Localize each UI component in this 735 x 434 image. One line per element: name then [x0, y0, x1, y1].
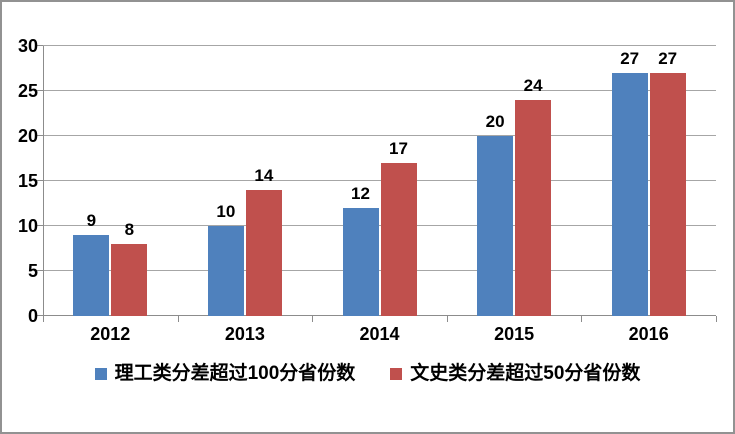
bar-value-label: 14 — [254, 166, 274, 185]
legend-label: 理工类分差超过100分省份数 — [114, 363, 356, 384]
x-axis-tick — [446, 316, 448, 322]
legend-marker-icon — [94, 368, 107, 380]
chart-legend: 理工类分差超过100分省份数 文史类分差超过50分省份数 — [2, 362, 733, 386]
x-axis-tick — [177, 316, 179, 322]
x-axis-tick — [581, 316, 583, 322]
y-axis-tick — [36, 180, 43, 181]
bar-red-2012 — [111, 244, 148, 316]
y-axis-tick-label: 10 — [17, 216, 38, 236]
bar-value-label: 27 — [620, 49, 640, 68]
x-axis-tick — [312, 316, 314, 322]
gridline — [43, 135, 716, 136]
bar-blue-2016 — [611, 73, 648, 316]
bar-value-label: 8 — [124, 220, 135, 239]
bar-value-label: 17 — [389, 139, 408, 158]
gridline — [43, 90, 716, 91]
gridline — [43, 225, 716, 226]
y-axis-tick-label: 5 — [27, 261, 38, 281]
bar-red-2015 — [515, 100, 552, 316]
y-axis-tick-label: 20 — [17, 126, 38, 146]
bar-blue-2015 — [477, 136, 514, 316]
legend-item-red-series: 文史类分差超过50分省份数 — [390, 362, 640, 386]
gridline — [43, 270, 716, 271]
bar-red-2013 — [245, 190, 282, 316]
x-axis-category-label: 2013 — [224, 324, 265, 344]
bar-value-label: 10 — [216, 202, 236, 221]
y-axis-line — [43, 46, 44, 322]
bar-value-label: 9 — [86, 211, 97, 230]
x-axis-line — [43, 315, 716, 316]
bar-red-2014 — [380, 163, 417, 316]
y-axis-tick — [36, 270, 43, 271]
x-axis-tick — [43, 316, 44, 322]
bar-value-label: 20 — [485, 112, 505, 131]
gridline — [43, 180, 716, 181]
x-axis-category-label: 2014 — [359, 324, 400, 344]
bar-blue-2013 — [207, 226, 244, 316]
y-axis-tick-label: 25 — [17, 81, 38, 101]
y-axis-tick — [36, 315, 43, 316]
x-axis-tick — [716, 316, 717, 322]
legend-item-blue-series: 理工类分差超过100分省份数 — [94, 362, 356, 386]
bar-value-label: 12 — [351, 184, 370, 203]
y-axis-tick — [36, 135, 43, 136]
x-axis-category-label: 2012 — [90, 324, 131, 344]
x-axis-category-label: 2015 — [494, 324, 535, 344]
x-axis-category-label: 2016 — [628, 324, 669, 344]
y-axis-tick-label: 0 — [27, 306, 38, 326]
y-axis-tick — [36, 45, 43, 46]
bar-red-2016 — [649, 73, 686, 316]
legend-marker-icon — [390, 368, 403, 380]
gridline — [43, 45, 716, 46]
y-axis-tick — [36, 90, 43, 91]
bar-value-label: 24 — [523, 76, 543, 95]
bar-blue-2012 — [73, 235, 110, 316]
legend-label: 文史类分差超过50分省份数 — [410, 363, 641, 384]
bar-value-label: 27 — [658, 49, 678, 68]
y-axis-tick-label: 15 — [17, 171, 38, 191]
bar-blue-2014 — [342, 208, 379, 316]
y-axis-tick-label: 30 — [17, 36, 38, 56]
y-axis-tick — [36, 225, 43, 226]
